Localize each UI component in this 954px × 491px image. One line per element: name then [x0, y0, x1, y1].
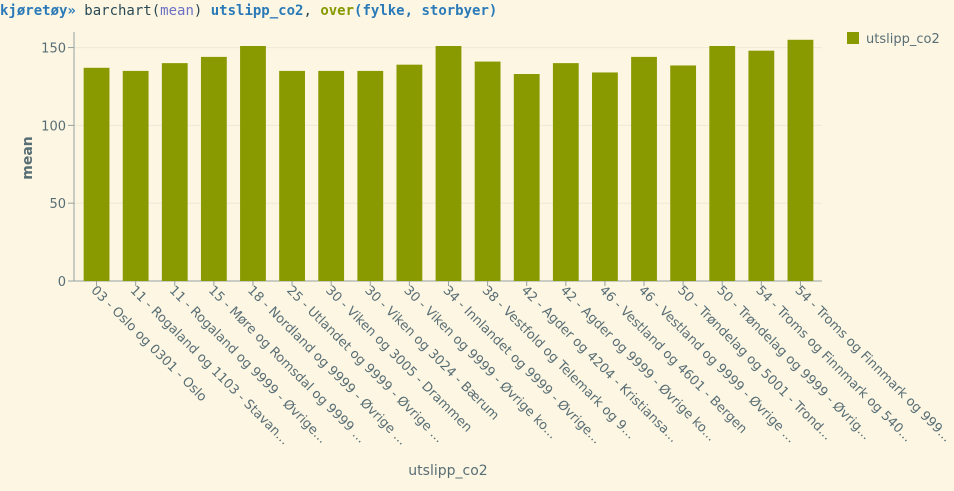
bar	[240, 46, 266, 281]
command-token: mean	[160, 3, 194, 19]
y-tick-label: 50	[49, 197, 66, 212]
bar	[748, 50, 775, 281]
command-line: kjøretøy» barchart(mean) utslipp_co2, ov…	[0, 3, 497, 19]
command-token: kjøretøy»	[0, 3, 76, 19]
bar	[787, 39, 814, 281]
bar	[631, 56, 657, 282]
command-token: (fylke, storbyer)	[354, 3, 498, 19]
bar	[552, 63, 579, 281]
command-token: over	[320, 3, 355, 19]
bar	[435, 46, 462, 281]
y-tick-label: 150	[41, 42, 66, 57]
legend-label: utslipp_co2	[866, 32, 940, 47]
y-axis-title: mean	[20, 136, 36, 180]
bar	[161, 63, 188, 281]
legend-swatch	[847, 32, 859, 44]
bar	[396, 64, 423, 282]
bar	[122, 70, 149, 281]
bar	[279, 70, 305, 281]
bar	[83, 67, 110, 281]
bar	[474, 61, 501, 281]
bar	[592, 72, 618, 282]
x-axis-title: utslipp_co2	[408, 463, 487, 479]
command-token: )	[193, 3, 211, 19]
command-token: utslipp_co2	[210, 3, 304, 19]
command-token: barchart(	[75, 3, 161, 19]
y-tick-label: 0	[58, 275, 66, 290]
bar	[709, 46, 736, 281]
y-tick-label: 100	[41, 119, 66, 134]
bar	[200, 56, 227, 282]
command-token: ,	[303, 3, 321, 19]
bar	[357, 70, 384, 281]
bar	[670, 65, 697, 281]
bar	[513, 74, 540, 281]
bar	[318, 70, 345, 281]
